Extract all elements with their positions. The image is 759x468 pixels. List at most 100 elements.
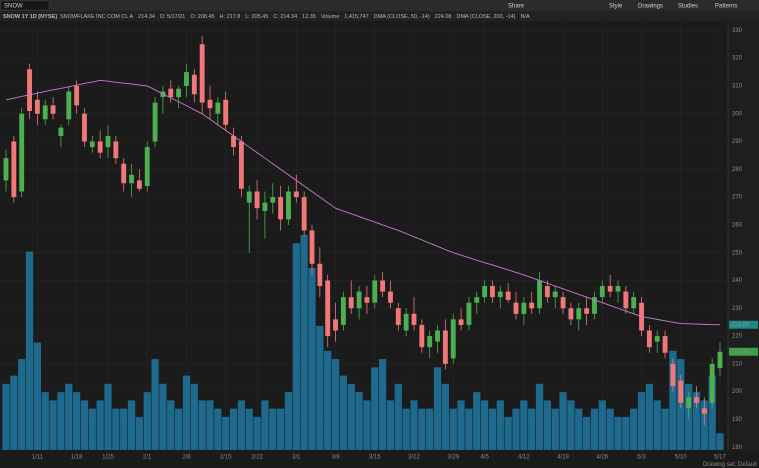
volume-bar [10,375,18,450]
last-badge-bg [729,347,758,356]
volume-bar [261,400,269,450]
volume-bar [339,375,348,450]
candle-body [254,191,260,209]
dma50-line [5,79,721,326]
volume-bar [25,251,34,450]
header-item: C: 214.34 [273,14,297,20]
candle-body [97,141,103,153]
candle-body [427,336,433,348]
candle-body [50,105,56,114]
volume-bar [520,400,528,450]
toolbar-button[interactable]: Style [609,3,623,9]
volume-bar [167,400,175,450]
candle-body [403,313,409,331]
toolbar-button[interactable]: Studies [678,3,698,9]
header-item: D: 5/17/21 [160,14,185,20]
toolbar-button[interactable]: Share [508,3,525,9]
candle-body [317,263,323,287]
volume-bar [284,392,293,450]
candle-body [513,302,519,314]
volume-bar [198,400,206,450]
volume-bar [206,400,214,450]
candle-body [662,336,668,353]
candle-body [694,397,699,403]
candle-body [325,280,331,337]
volume-value: 1,415,747 [344,14,368,20]
volume-bar [120,408,128,450]
volume-bar [229,408,238,450]
volume-bar [386,400,395,450]
volume-bar [559,392,567,450]
volume-bar [174,408,183,450]
candle-body [678,380,684,403]
y-tick-label: 310 [732,84,743,90]
header-item: L: 205.45 [245,14,268,20]
volume-bar [606,408,614,450]
candle-body [482,286,488,298]
candle-body [419,324,425,348]
candle-body [537,280,542,309]
volume-bar [253,416,261,450]
candle-body [466,302,472,325]
volume-bar [535,383,544,450]
volume-bar [88,408,96,450]
symbol[interactable]: SNOW [4,3,23,9]
candle-body [560,297,566,309]
last-badge: 214.34 [731,350,750,356]
header-item: 12.35 [302,14,316,20]
volume-bar [182,375,191,450]
x-tick-label: 5/17 [714,455,726,461]
header-item: O: 208.45 [190,14,214,20]
candle-body [372,280,378,303]
footer-bar [0,462,759,468]
y-tick-label: 290 [732,139,743,145]
candle-body [340,297,346,325]
volume-bar [65,383,73,450]
candle-body [505,291,511,300]
candle-body [521,302,527,314]
volume-bar [18,359,26,450]
symbol-input[interactable] [0,0,50,11]
volume-bar [480,400,489,450]
y-tick-label: 330 [732,28,743,34]
volume-bar [300,235,308,450]
candle-body [709,363,715,403]
dma50-label: DMA (CLOSE, 50, -14) [374,14,430,20]
plot-area [0,22,728,450]
x-tick-label: 2/22 [251,455,263,461]
volume-bar [355,392,363,450]
company-name: SNOWFLAKE INC COM CL A [60,14,133,20]
x-tick-label: 4/26 [596,455,608,461]
candle-body [388,291,393,303]
candle-body [184,72,189,86]
volume-bar [630,408,638,450]
volume-bar [567,400,575,450]
volume-bar [488,408,497,450]
volume-bar [504,416,512,450]
candle-body [364,297,370,303]
y-tick-label: 210 [732,361,743,367]
volume-bar [292,243,300,450]
candle-body [599,286,605,298]
volume-bar [441,383,450,450]
volume-bar [80,400,89,450]
dma50-value: 224.08 [435,14,452,20]
volume-bar [316,325,324,450]
volume-bar [645,383,654,450]
candle-body [529,302,535,309]
toolbar-button[interactable]: Patterns [715,3,737,9]
candle-body [168,88,174,98]
volume-bar [661,408,669,450]
volume-bar [159,383,167,450]
toolbar-button[interactable]: Drawings [638,3,663,9]
volume-bar [465,408,473,450]
volume-bar [57,392,65,450]
y-tick-label: 180 [732,445,743,451]
candle-body [152,102,158,142]
candle-body [191,74,197,95]
volume-bar [143,392,151,450]
header-bar [0,11,759,21]
volume-bar [426,408,434,450]
candle-body [19,113,25,192]
